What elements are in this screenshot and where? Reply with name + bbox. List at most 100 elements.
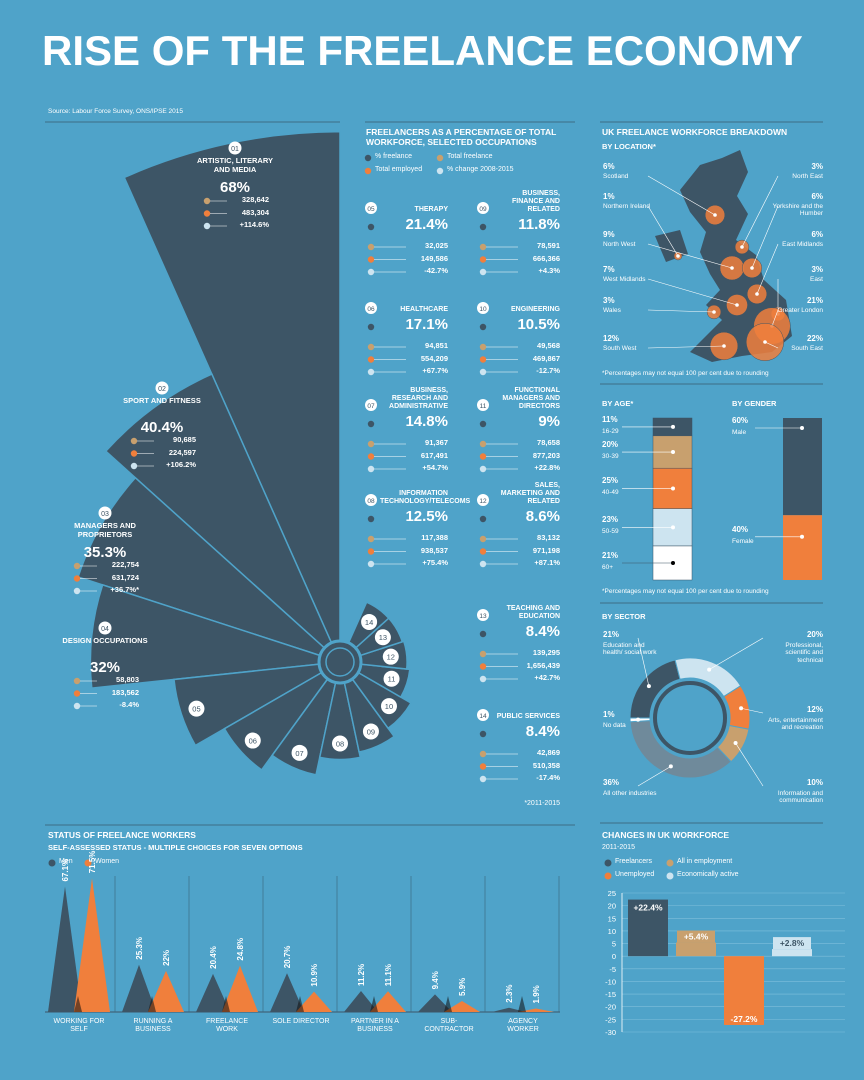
gender-name: Female	[732, 537, 754, 545]
fan-number-badge	[382, 648, 399, 665]
row-dot	[367, 343, 375, 351]
fan-number-badge	[361, 613, 378, 630]
chart-subtitle: SELF-ASSESSED STATUS - MULTIPLE CHOICES …	[48, 843, 303, 852]
gender-segment	[783, 515, 822, 580]
item-name: SALES, MARKETING AND RELATED	[500, 481, 560, 505]
region-value: 3%	[811, 162, 823, 171]
fan-number: 07	[295, 749, 303, 758]
item-pct: 8.6%	[525, 508, 560, 525]
item-freelance: 78,591	[537, 241, 560, 250]
value-label: 24.8%	[236, 938, 245, 961]
subsection-title: BY SECTOR	[602, 612, 646, 621]
item-freelance: 83,132	[537, 533, 560, 542]
region-name: North West	[603, 241, 636, 248]
section-title: FREELANCERS AS A PERCENTAGE OF TOTAL WOR…	[366, 127, 557, 147]
status-triangle	[518, 1008, 554, 1012]
number-badge	[477, 494, 489, 506]
category-label: FREELANCE WORK	[205, 1018, 248, 1034]
item-change: +114.6%	[239, 220, 269, 229]
region-dot	[735, 303, 739, 307]
leader-dot	[668, 764, 673, 769]
source: Source: Labour Force Survey, ONS/IPSE 20…	[48, 108, 184, 115]
label-bg	[629, 901, 667, 914]
item-pct: 32%	[89, 659, 121, 676]
item-name: ENGINEERING	[510, 305, 560, 313]
item-number: 10	[479, 306, 487, 313]
item-employed: 510,358	[532, 760, 560, 770]
leader-line	[735, 742, 764, 787]
region-name: Northern Ireland	[603, 203, 650, 210]
legend-dot	[84, 859, 92, 867]
item-name: BUSINESS, RESEARCH AND ADMINISTRATIVE	[389, 386, 448, 410]
y-tick-label: -10	[605, 977, 616, 986]
row-dot	[367, 256, 375, 263]
number-badge	[155, 381, 169, 395]
legend-dot	[604, 859, 612, 867]
item-employed: 617,491	[420, 450, 448, 460]
leader-line	[637, 766, 672, 787]
pct-dot	[367, 223, 375, 231]
region-name: Yorkshire and the Humber	[772, 203, 823, 218]
row-dot	[367, 535, 375, 543]
item-change: +106.2%	[166, 460, 196, 469]
number-badge	[477, 709, 489, 721]
leader-dot	[636, 717, 641, 722]
fan-wedge	[89, 583, 341, 689]
region-dot	[755, 292, 759, 296]
region-value: 12%	[603, 334, 620, 343]
donut-ring	[653, 681, 727, 755]
donut-segment	[629, 717, 651, 723]
region-value: 9%	[603, 230, 615, 239]
item-employed: 469,867	[532, 353, 560, 363]
item-number: 01	[231, 146, 239, 153]
leader-line	[751, 205, 779, 269]
region-dot	[750, 266, 754, 270]
chart-subtitle: 2011-2015	[602, 844, 635, 851]
value-label: +22.4%	[633, 903, 663, 913]
item-pct: 11.8%	[518, 216, 560, 233]
sector-value: 36%	[603, 778, 620, 787]
item-employed: 631,724	[111, 572, 139, 582]
item-freelance: 91,367	[425, 438, 448, 447]
item-change: -12.7%	[536, 366, 560, 375]
fan-number-badge	[244, 732, 261, 749]
category-label: WORKING FOR SELF	[53, 1018, 105, 1034]
chart-title: CHANGES IN UK WORKFORCE	[602, 830, 730, 840]
legend-dot	[364, 154, 372, 162]
fan-number: 12	[387, 653, 395, 662]
sector-name: All other industries	[603, 790, 657, 797]
legend-dot	[436, 154, 444, 162]
value-label: -27.2%	[731, 1014, 758, 1024]
item-pct: 40.4%	[140, 419, 184, 436]
region-value: 1%	[603, 192, 615, 201]
item-name: INFORMATION TECHNOLOGY/TELECOMS	[380, 489, 471, 505]
item-name: FUNCTIONAL MANAGERS AND DIRECTORS	[502, 386, 560, 410]
item-employed: 1,656,439	[526, 660, 560, 670]
region-dot	[722, 344, 726, 348]
sector-name: Education and health/ social work	[603, 642, 657, 657]
donut-segment	[674, 657, 742, 698]
rules	[45, 121, 823, 826]
item-pct: 17.1%	[405, 316, 448, 333]
overlap	[148, 996, 156, 1012]
category-label: SOLE DIRECTOR	[272, 1018, 330, 1025]
y-tick-label: -30	[605, 1028, 616, 1037]
leader-dot	[800, 426, 804, 430]
leader-line	[647, 243, 733, 269]
number-badge	[365, 494, 377, 506]
item-change: -8.4%	[119, 700, 139, 709]
item-name: PUBLIC SERVICES	[496, 712, 560, 720]
value-label: 20.4%	[209, 946, 218, 969]
footnote: *Percentages may not equal 100 per cent …	[602, 588, 769, 595]
y-tick-label: 20	[608, 902, 616, 911]
row-dot	[130, 450, 138, 457]
age-value: 23%	[602, 515, 619, 525]
item-employed: 938,537	[420, 545, 448, 555]
row-dot	[479, 763, 487, 770]
region-value: 6%	[811, 192, 823, 201]
row-dot	[203, 210, 211, 217]
age-name: 60+	[602, 563, 614, 571]
gender-value: 40%	[732, 524, 749, 534]
age-name: 16-29	[602, 427, 619, 435]
